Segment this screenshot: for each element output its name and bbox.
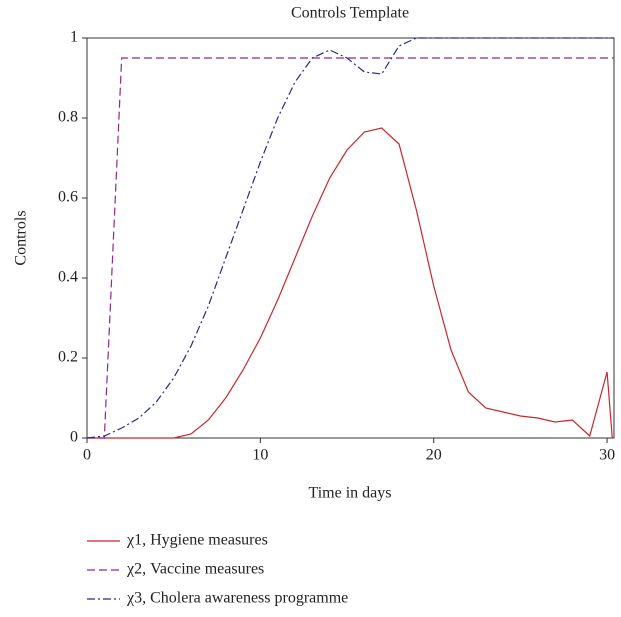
x-axis-label: Time in days <box>309 485 392 502</box>
x-tick-label: 10 <box>252 447 268 464</box>
x-tick-label: 30 <box>599 447 615 464</box>
series-line <box>86 37 614 439</box>
series-line <box>87 127 613 439</box>
y-tick-label: 0 <box>70 429 78 446</box>
plot-frame <box>86 37 615 439</box>
legend-label: χ2, Vaccine measures <box>126 561 264 578</box>
x-tick-label: 20 <box>426 447 442 464</box>
x-tick-label: 0 <box>83 447 91 464</box>
y-tick-label: 1 <box>70 29 78 46</box>
y-tick-label: 0.8 <box>58 109 78 126</box>
chart-title: Controls Template <box>291 5 409 22</box>
y-tick-label: 0.2 <box>58 349 78 366</box>
series-line <box>87 57 614 439</box>
legend-label: χ1, Hygiene measures <box>126 532 268 549</box>
legend-label: χ3, Cholera awareness programme <box>126 590 348 607</box>
y-tick-label: 0.6 <box>58 189 78 206</box>
y-tick-label: 0.4 <box>58 269 78 286</box>
y-axis-label: Controls <box>13 210 30 265</box>
